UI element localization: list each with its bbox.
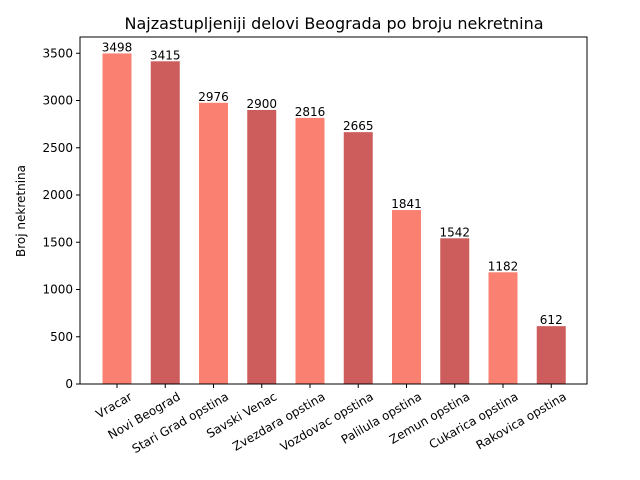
bar-value-label-5: 2665 [343,119,374,133]
bar-3 [247,109,277,384]
bar-9 [536,326,566,384]
y-ticks-group: 0 500 1000 1500 2000 2500 3000 3500 [42,46,80,391]
bar-2 [199,102,228,384]
chart-title: Najzastupljeniji delovi Beograda po broj… [124,14,543,33]
bar-5 [343,132,373,384]
bar-value-label-3: 2900 [246,97,277,111]
bar-1 [150,61,180,384]
y-tick-label-6: 3000 [42,94,73,108]
bar-value-label-7: 1542 [439,225,470,239]
y-tick-label-1: 500 [50,330,73,344]
bar-value-label-6: 1841 [391,197,422,211]
bar-value-label-1: 3415 [150,48,181,62]
plot-frame [79,36,588,385]
bar-value-label-4: 2816 [295,105,326,119]
y-axis-label: Broj nekretnina [14,165,28,257]
bar-value-label-0: 3498 [102,40,133,54]
y-tick-label-0: 0 [65,377,73,391]
bar-value-label-9: 612 [540,313,563,327]
bar-8 [488,272,518,384]
bar-4 [295,117,325,385]
y-tick-label-2: 1000 [42,283,73,297]
y-tick-label-3: 1500 [42,235,73,249]
bar-value-label-2: 2976 [198,90,229,104]
x-tick-label-9: Rakovica opstina [474,389,569,452]
y-tick-label-4: 2000 [42,188,73,202]
y-tick-label-5: 2500 [42,141,73,155]
x-tick-label-6: Palilula opstina [339,389,424,446]
bar-0 [102,53,132,384]
bar-7 [440,238,470,384]
bars-group: 3498 3415 2976 2900 2816 2665 1841 1542 1182 612 [102,40,566,385]
bar-6 [392,210,421,384]
bar-value-label-8: 1182 [488,259,519,273]
y-tick-label-7: 3500 [42,46,73,60]
